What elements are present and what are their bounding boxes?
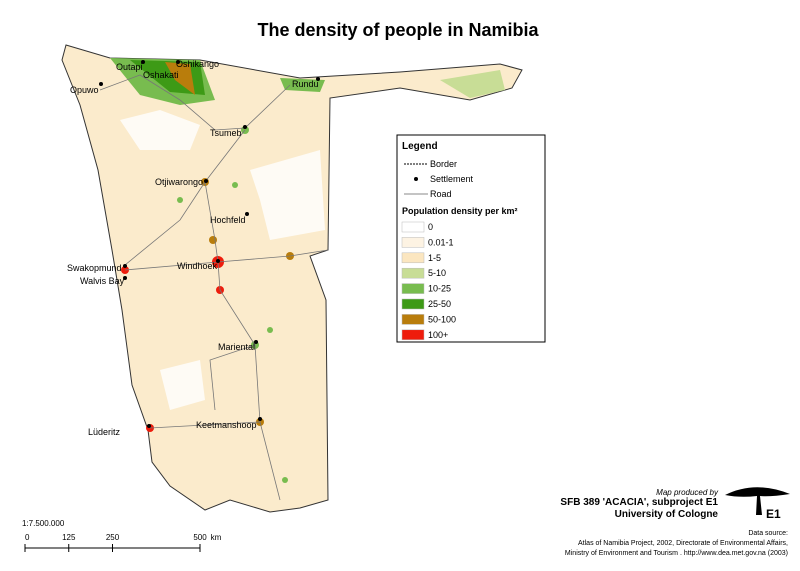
town-label: Keetmanshoop: [196, 420, 257, 430]
source-line: Ministry of Environment and Tourism . ht…: [565, 550, 788, 557]
town-label: Tsumeb: [210, 128, 242, 138]
credit-university: University of Cologne: [615, 509, 719, 520]
title: The density of people in Namibia: [257, 20, 539, 40]
legend-density-title: Population density per km²: [402, 206, 518, 216]
town-label: Rundu: [292, 79, 319, 89]
legend-swatch: [401, 283, 425, 294]
credit-produced: Map produced by: [656, 488, 719, 497]
town-label: Windhoek: [177, 261, 218, 271]
legend-swatch: [401, 298, 425, 310]
legend-swatch: [401, 237, 425, 248]
credit-logo: E1: [766, 507, 781, 521]
town-label: Lüderitz: [88, 427, 121, 437]
legend-label: 10-25: [428, 284, 451, 294]
credits: Map produced by SFB 389 'ACACIA', subpro…: [560, 487, 790, 557]
legend-label: 25-50: [428, 299, 451, 309]
legend-label: 1-5: [428, 253, 441, 263]
legend-label: Border: [430, 159, 457, 169]
legend-label: 0.01-1: [428, 237, 454, 247]
town-label: Walvis Bay: [80, 276, 125, 286]
town-label: Mariental: [218, 342, 255, 352]
town-label: Oshakati: [143, 70, 179, 80]
legend-label: 5-10: [428, 268, 446, 278]
legend-label: Settlement: [430, 174, 474, 184]
source-title: Data source:: [748, 530, 788, 537]
scale-label: 250: [106, 533, 120, 542]
town-label: Swakopmund: [67, 263, 122, 273]
town-label: Opuwo: [70, 85, 99, 95]
legend-swatch: [401, 329, 425, 341]
legend-swatch: [401, 314, 425, 325]
country: [61, 44, 523, 513]
legend: Legend Population density per km² Border…: [396, 134, 546, 343]
scale-ratio: 1:7.500.000: [22, 519, 65, 528]
town-label: Oshikango: [176, 59, 219, 69]
legend-symbol: [414, 177, 418, 181]
towns: Outapi Oshikango Oshakati Opuwo Rundu Ts…: [67, 59, 320, 437]
scale-unit: km: [211, 533, 222, 542]
town-label: Hochfeld: [210, 215, 246, 225]
source-line: Atlas of Namibia Project, 2002, Director…: [578, 540, 788, 547]
legend-label: 100+: [428, 330, 448, 340]
scale-label: 125: [62, 533, 76, 542]
legend-swatch: [401, 267, 425, 279]
legend-label: Road: [430, 189, 452, 199]
legend-title: Legend: [402, 141, 438, 152]
legend-swatch: [401, 252, 425, 264]
town-label: Otjiwarongo: [155, 177, 203, 187]
legend-swatch: [401, 221, 425, 233]
scale-bar: 1:7.500.000 0 125 250 500 km: [22, 519, 222, 552]
legend-label: 0: [428, 222, 433, 232]
credit-project: SFB 389 'ACACIA', subproject E1: [560, 497, 718, 508]
scale-label: 500: [193, 533, 207, 542]
legend-label: 50-100: [428, 314, 456, 324]
town-label: Outapi: [116, 62, 143, 72]
scale-label: 0: [25, 533, 30, 542]
